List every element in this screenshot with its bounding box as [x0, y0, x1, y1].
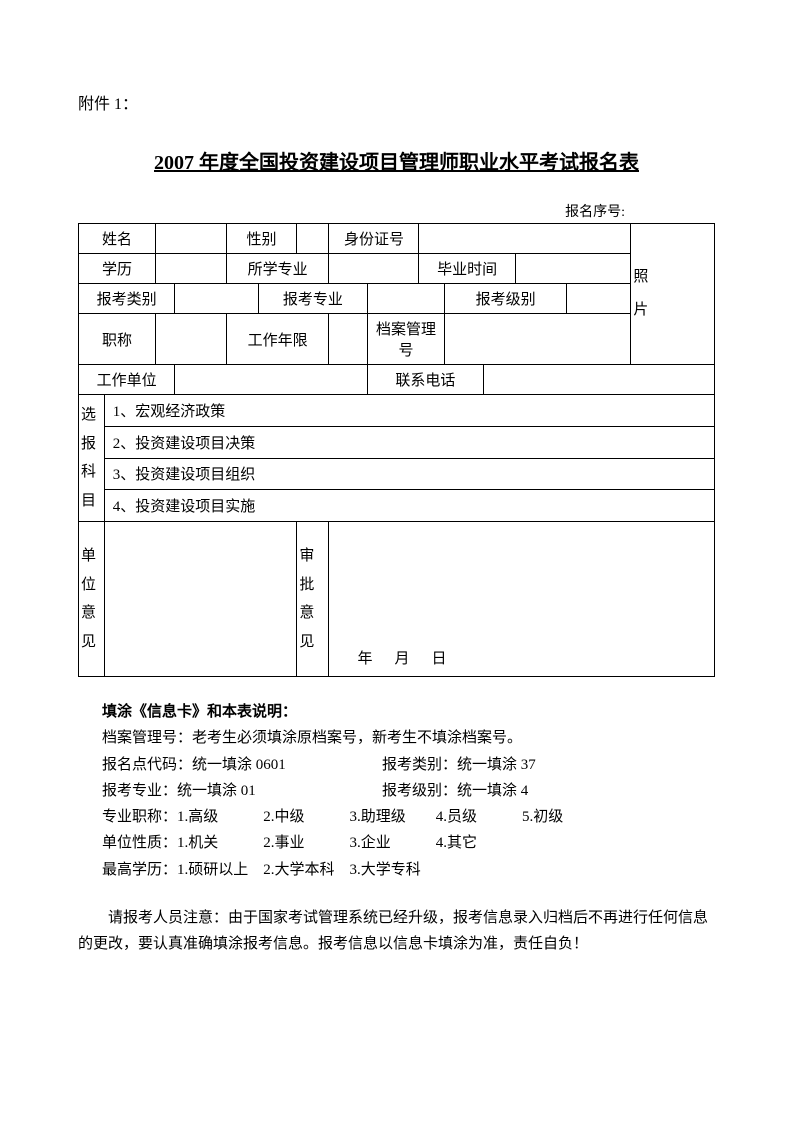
field-unit-opinion	[104, 522, 297, 677]
attachment-label: 附件 1：	[78, 90, 715, 114]
instruction-line: 专业职称：1.高级 2.中级 3.助理级 4.员级 5.初级	[102, 804, 715, 830]
field-work-unit	[175, 365, 368, 395]
instructions-heading: 填涂《信息卡》和本表说明：	[102, 699, 715, 725]
instruction-line: 报名点代码：统一填涂 0601	[102, 752, 382, 778]
instruction-line: 报考级别：统一填涂 4	[382, 778, 528, 804]
instruction-line: 档案管理号：老考生必须填涂原档案号，新考生不填涂档案号。	[102, 725, 715, 751]
field-work-years	[329, 314, 368, 365]
instruction-line: 单位性质：1.机关 2.事业 3.企业 4.其它	[102, 830, 715, 856]
label-phone: 联系电话	[368, 365, 484, 395]
label-archive-no: 档案管理号	[368, 314, 445, 365]
subject-2: 2、投资建设项目决策	[104, 426, 714, 458]
label-gradtime: 毕业时间	[419, 254, 515, 284]
subject-3: 3、投资建设项目组织	[104, 458, 714, 490]
label-major: 所学专业	[226, 254, 329, 284]
label-work-unit: 工作单位	[79, 365, 175, 395]
label-subjects: 选报科目	[79, 395, 105, 522]
field-gradtime	[515, 254, 631, 284]
subject-4: 4、投资建设项目实施	[104, 490, 714, 522]
label-exam-major: 报考专业	[258, 284, 367, 314]
label-education: 学历	[79, 254, 156, 284]
registration-form-table: 姓名 性别 身份证号 照 片 学历 所学专业 毕业时间 报考类别 报考专业 报考…	[78, 223, 715, 677]
field-major	[329, 254, 419, 284]
subject-1: 1、宏观经济政策	[104, 395, 714, 427]
label-gender: 性别	[226, 224, 297, 254]
instructions-block: 填涂《信息卡》和本表说明： 档案管理号：老考生必须填涂原档案号，新考生不填涂档案…	[78, 699, 715, 883]
label-unit-opinion: 单位意见	[79, 522, 105, 677]
field-name	[156, 224, 227, 254]
label-approval-opinion: 审批意见	[297, 522, 329, 677]
field-exam-level	[567, 284, 631, 314]
field-approval-opinion: 年月日	[329, 522, 715, 677]
label-exam-category: 报考类别	[79, 284, 175, 314]
instruction-line: 报考类别：统一填涂 37	[382, 752, 536, 778]
field-phone	[483, 365, 714, 395]
label-exam-level: 报考级别	[445, 284, 567, 314]
photo-box: 照 片	[631, 224, 715, 365]
label-id: 身份证号	[329, 224, 419, 254]
instruction-line: 报考专业：统一填涂 01	[102, 778, 382, 804]
field-exam-category	[175, 284, 259, 314]
field-education	[156, 254, 227, 284]
serial-number-label: 报名序号:	[78, 201, 715, 221]
instruction-line: 最高学历：1.硕研以上 2.大学本科 3.大学专科	[102, 857, 715, 883]
page-title: 2007 年度全国投资建设项目管理师职业水平考试报名表	[78, 146, 715, 175]
label-work-years: 工作年限	[226, 314, 329, 365]
field-gender	[297, 224, 329, 254]
field-id	[419, 224, 631, 254]
notice-paragraph: 请报考人员注意：由于国家考试管理系统已经升级，报考信息录入归档后不再进行任何信息…	[78, 905, 715, 958]
label-name: 姓名	[79, 224, 156, 254]
field-job-title	[156, 314, 227, 365]
label-job-title: 职称	[79, 314, 156, 365]
field-archive-no	[445, 314, 631, 365]
field-exam-major	[368, 284, 445, 314]
